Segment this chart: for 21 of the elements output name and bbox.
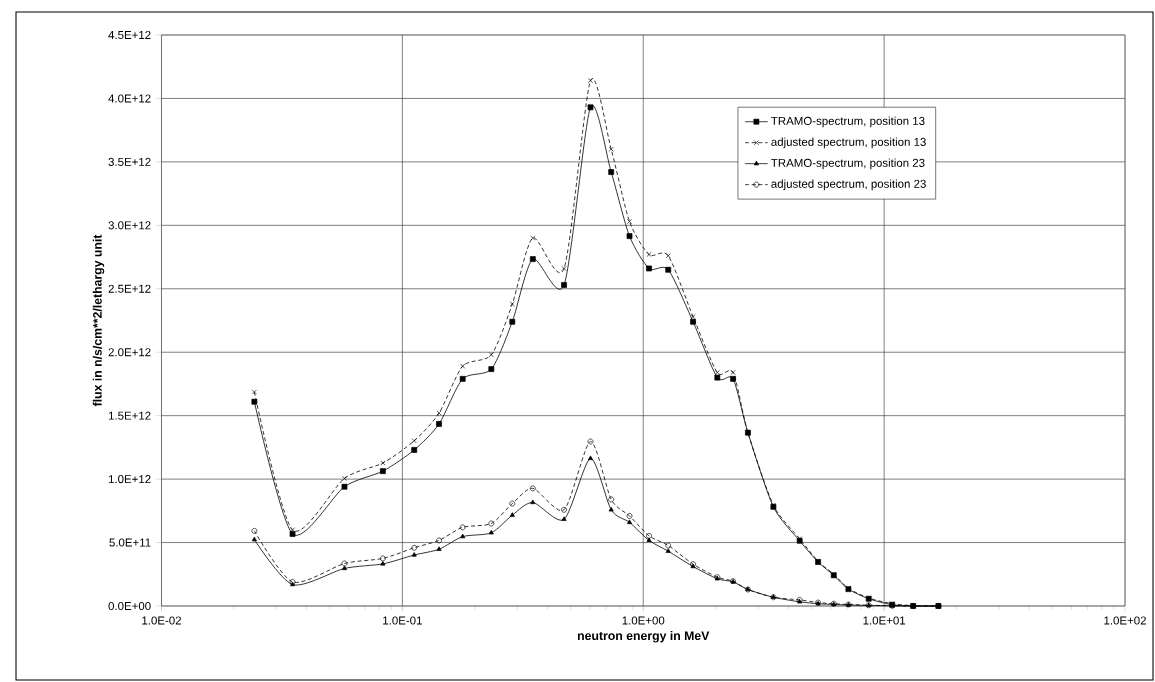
x-axis-title: neutron energy in MeV xyxy=(577,631,710,643)
y-tick-label: 3.0E+12 xyxy=(108,221,151,230)
x-tick-label: 1.0E-01 xyxy=(383,616,422,625)
y-tick-label: 1.5E+12 xyxy=(108,411,151,420)
y-tick-label: 4.5E+12 xyxy=(108,30,151,40)
y-tick-label: 5.0E+11 xyxy=(109,538,151,547)
y-tick-label: 2.0E+12 xyxy=(108,348,151,357)
legend-label: adjusted spectrum, position 13 xyxy=(771,137,926,149)
y-tick-label: 0.0E+00 xyxy=(108,601,151,611)
y-tick-label: 3.5E+12 xyxy=(108,157,151,166)
y-tick-label: 1.0E+12 xyxy=(108,475,151,484)
x-tick-label: 1.0E+01 xyxy=(863,616,906,625)
x-tick-label: 1.0E+00 xyxy=(622,616,665,625)
x-tick-label: 1.0E+02 xyxy=(1104,616,1146,625)
legend-label: TRAMO-spectrum, position 13 xyxy=(771,116,925,128)
x-tick-label: 1.0E-02 xyxy=(142,616,181,625)
y-tick-label: 4.0E+12 xyxy=(108,94,151,103)
y-axis-title: flux in n/s/cm**2/lethargy unit xyxy=(92,234,105,407)
legend-label: TRAMO-spectrum, position 23 xyxy=(771,158,925,170)
legend-label: adjusted spectrum, position 23 xyxy=(771,179,926,191)
y-tick-label: 2.5E+12 xyxy=(108,284,151,293)
